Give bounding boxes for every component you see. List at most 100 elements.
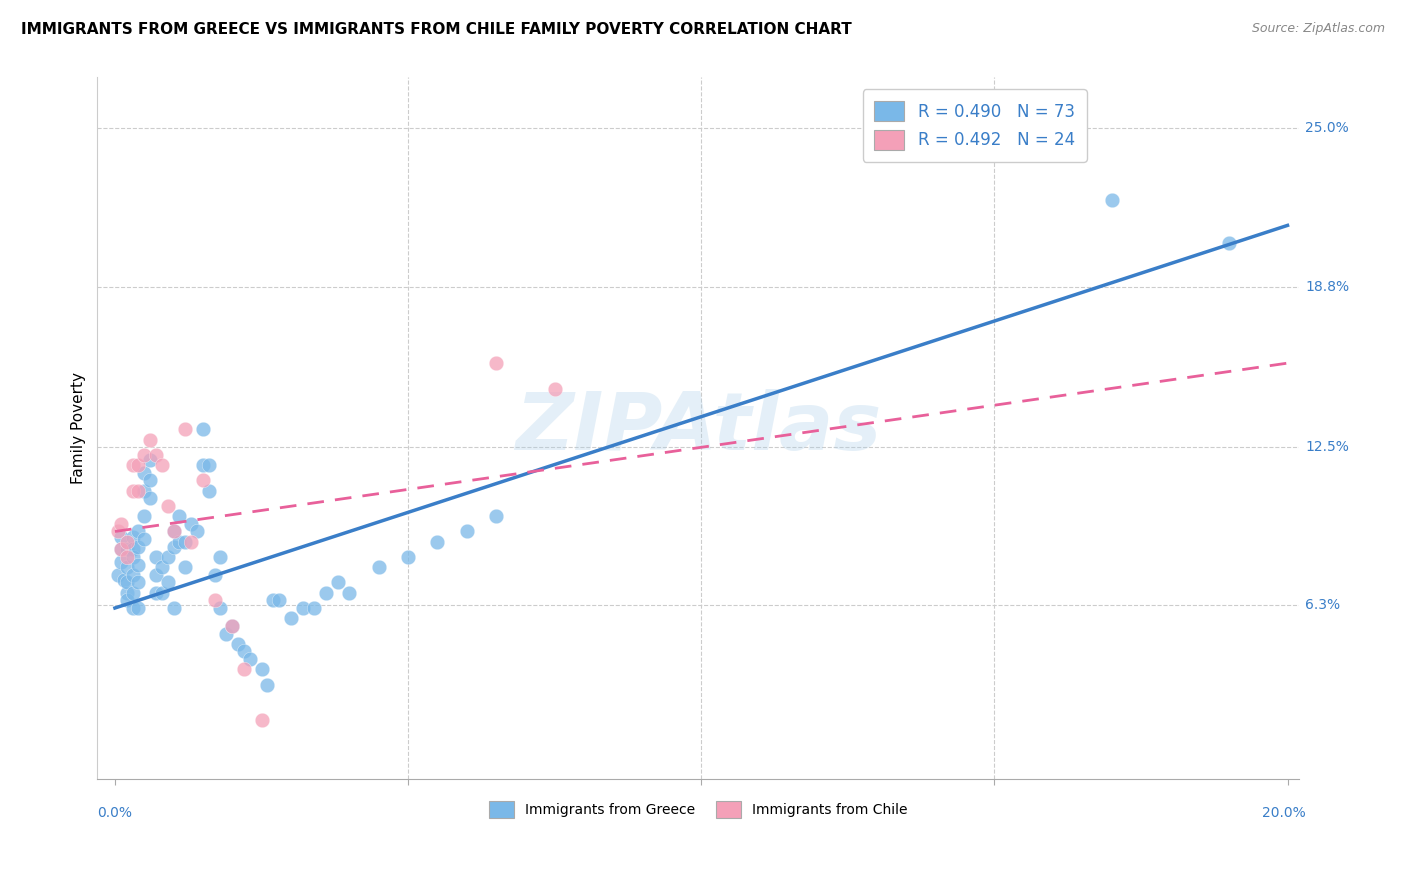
Point: [215, 626, 238, 640]
Point: [134, 532, 156, 546]
Point: [197, 483, 219, 498]
Point: [169, 509, 191, 524]
Point: [1218, 236, 1240, 251]
Point: [180, 516, 202, 531]
Point: [304, 601, 326, 615]
Point: [156, 549, 179, 564]
Point: [221, 619, 243, 633]
Point: [250, 713, 273, 727]
Point: [186, 524, 208, 539]
Point: [110, 542, 132, 557]
Point: [134, 448, 156, 462]
Point: [112, 573, 135, 587]
Point: [162, 524, 184, 539]
Point: [262, 593, 284, 607]
Point: [121, 549, 143, 564]
Point: [121, 601, 143, 615]
Point: [145, 549, 167, 564]
Point: [326, 575, 349, 590]
Point: [145, 448, 167, 462]
Point: [115, 534, 138, 549]
Point: [162, 524, 184, 539]
Point: [115, 575, 138, 590]
Point: [115, 585, 138, 599]
Point: [209, 549, 232, 564]
Point: [485, 509, 508, 524]
Point: [204, 567, 226, 582]
Point: [139, 474, 162, 488]
Point: [121, 458, 143, 472]
Point: [139, 491, 162, 506]
Point: [115, 593, 138, 607]
Text: 18.8%: 18.8%: [1305, 279, 1350, 293]
Point: [269, 593, 291, 607]
Point: [156, 499, 179, 513]
Point: [121, 585, 143, 599]
Point: [127, 524, 149, 539]
Point: [107, 567, 129, 582]
Legend: Immigrants from Greece, Immigrants from Chile: Immigrants from Greece, Immigrants from …: [482, 794, 914, 824]
Point: [221, 619, 243, 633]
Point: [150, 458, 173, 472]
Text: 12.5%: 12.5%: [1305, 441, 1350, 454]
Point: [239, 652, 262, 666]
Point: [162, 540, 184, 554]
Point: [232, 644, 254, 658]
Point: [543, 382, 565, 396]
Point: [256, 677, 278, 691]
Point: [426, 534, 449, 549]
Point: [209, 601, 232, 615]
Point: [115, 542, 138, 557]
Point: [150, 585, 173, 599]
Point: [204, 593, 226, 607]
Text: 20.0%: 20.0%: [1261, 805, 1305, 820]
Point: [107, 524, 129, 539]
Point: [1101, 193, 1123, 207]
Text: 0.0%: 0.0%: [97, 805, 132, 820]
Point: [127, 483, 149, 498]
Point: [121, 483, 143, 498]
Point: [110, 516, 132, 531]
Point: [191, 422, 214, 436]
Point: [127, 601, 149, 615]
Point: [127, 458, 149, 472]
Point: [110, 555, 132, 569]
Point: [110, 542, 132, 557]
Point: [174, 534, 197, 549]
Point: [134, 483, 156, 498]
Point: [145, 567, 167, 582]
Point: [315, 585, 337, 599]
Point: [134, 466, 156, 480]
Point: [232, 662, 254, 676]
Point: [145, 585, 167, 599]
Point: [121, 542, 143, 557]
Point: [156, 575, 179, 590]
Point: [121, 567, 143, 582]
Point: [180, 534, 202, 549]
Point: [396, 549, 419, 564]
Point: [115, 549, 138, 564]
Point: [121, 530, 143, 544]
Point: [367, 560, 389, 574]
Point: [150, 560, 173, 574]
Point: [127, 558, 149, 572]
Point: [250, 662, 273, 676]
Text: ZIPAtlas: ZIPAtlas: [515, 389, 882, 467]
Point: [485, 356, 508, 370]
Point: [127, 575, 149, 590]
Text: 25.0%: 25.0%: [1305, 121, 1348, 136]
Point: [134, 509, 156, 524]
Point: [191, 474, 214, 488]
Point: [174, 422, 197, 436]
Point: [139, 453, 162, 467]
Y-axis label: Family Poverty: Family Poverty: [72, 372, 86, 484]
Point: [280, 611, 302, 625]
Point: [169, 534, 191, 549]
Point: [162, 601, 184, 615]
Point: [456, 524, 478, 539]
Point: [174, 560, 197, 574]
Text: 6.3%: 6.3%: [1305, 599, 1340, 613]
Point: [127, 540, 149, 554]
Point: [226, 637, 249, 651]
Point: [197, 458, 219, 472]
